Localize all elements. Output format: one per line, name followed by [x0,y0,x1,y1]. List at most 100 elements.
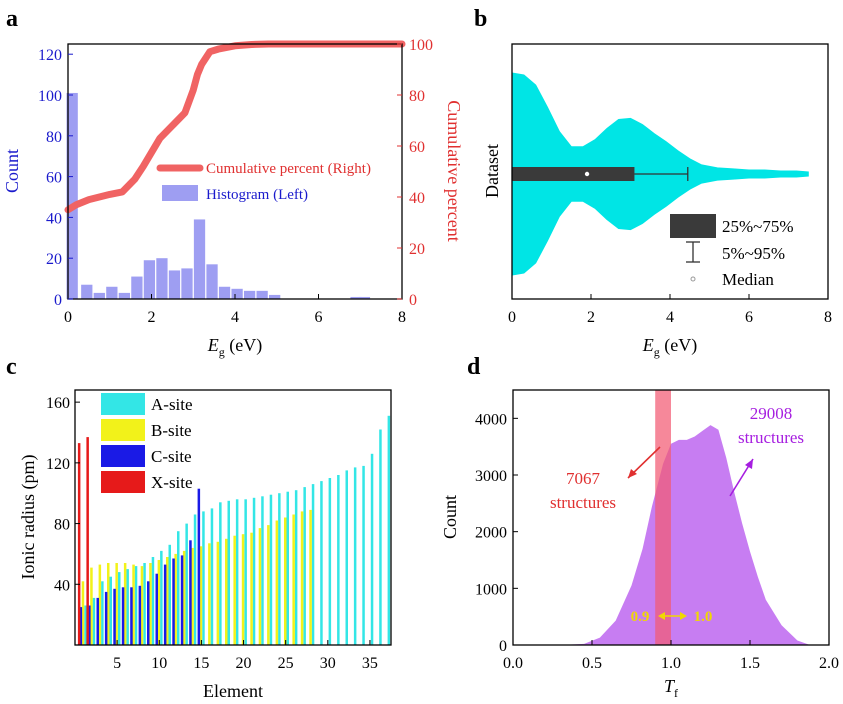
x-tick-label: 0.0 [503,655,523,672]
b-site-bar [174,553,177,645]
c-site-bar [79,607,83,645]
a-site-bar [320,481,323,645]
b-site-bar [208,543,211,645]
band-arrow-left-head-icon [658,612,665,620]
b-site-bar [182,550,186,645]
a-site-bar [235,499,239,645]
a-site-bar [193,514,197,645]
right-y-axis-ticks: 0 20 40 60 80 100 [397,37,433,309]
a-site-bar [118,572,121,645]
left-y-tick-label: 120 [38,47,62,64]
x-axis-label: Tf [664,676,678,700]
a-site-bar [101,581,104,646]
histogram-bars [66,92,371,300]
right-y-tick-label: 40 [409,190,425,207]
histogram-bar [143,260,156,299]
b-site-bar [149,563,152,645]
x-axis-ticks: 5 10 15 20 25 30 35 [113,640,378,672]
histogram-bar [193,219,206,299]
y-axis-ticks: 0 1000 2000 3000 4000 [475,411,518,655]
y-tick-label: 80 [54,517,70,534]
legend-swatch-x-site [101,471,145,493]
c-site-bar [155,573,158,645]
c-site-bar [138,585,142,645]
b-site-bar [300,511,304,645]
b-site-bar [107,563,110,645]
a-site-bar [278,493,281,645]
b-site-bar [90,567,93,645]
band-arrow-right-head-icon [680,612,687,620]
histogram-bar [181,268,193,299]
b-site-bar [267,525,270,645]
x-tick-label: 4 [666,309,674,326]
histogram-bar [81,284,93,299]
b-site-bar [284,517,287,645]
band-upper-bound-label: 1.0 [694,609,713,625]
b-site-bar [98,564,102,645]
legend-cumulative-label: Cumulative percent (Right) [206,161,371,177]
a-site-bar [261,496,264,646]
c-site-bar [104,591,108,645]
x-axis-ticks: 0 2 4 6 8 [64,294,406,326]
c-site-bar [130,587,133,645]
a-site-bar [227,500,230,645]
right-y-tick-label: 0 [409,292,417,309]
annotation-right-label: structures [738,428,804,447]
legend-label-b-site: B-site [151,421,192,440]
y-tick-label: 1000 [475,581,507,598]
a-site-bar [84,605,87,645]
histogram-bar [269,294,281,299]
x-tick-label: 2.0 [819,655,839,672]
b-site-bar [81,581,85,646]
panel-label-a: a [6,6,18,32]
box-plot [512,167,689,181]
legend-label-a-site: A-site [151,395,193,414]
left-y-tick-label: 100 [38,88,62,105]
b-site-bar [275,520,279,645]
median-marker [584,171,590,177]
x-tick-label: 6 [315,309,323,326]
x-tick-label: 0 [64,309,72,326]
y-tick-label: 2000 [475,525,507,542]
b-site-bar [115,563,118,645]
b-site-bar [233,535,236,645]
legend-label-x-site: X-site [151,473,193,492]
a-site-bar [252,497,256,645]
histogram-bar [231,288,243,299]
panel-label-d: d [467,354,481,380]
c-site-bar [163,564,167,645]
x-axis-label: Eg (eV) [207,335,262,359]
b-site-bar [309,509,312,645]
b-site-bar [292,514,295,645]
right-arrow-head-icon [745,459,753,469]
legend-iqr-swatch [670,214,716,238]
x-tick-label: 5 [113,655,121,672]
right-y-tick-label: 80 [409,88,425,105]
legend-whisker-label: 5%~95% [722,244,785,263]
x-axis-ticks: 0 2 4 6 8 [508,294,832,326]
x-site-bar [77,443,81,645]
left-y-tick-label: 40 [46,210,62,227]
histogram-bar [131,276,143,299]
ionic-radius-bars [77,415,391,646]
x-tick-label: 1.0 [661,655,681,672]
histogram-bar [93,292,105,299]
panel-d-chart: 0.0 0.5 1.0 1.5 2.0 0 1000 2000 3000 4000 Tf Cou… [440,389,839,700]
histogram-bar [206,264,218,299]
histogram-bar [350,296,362,299]
a-site-bar [92,597,96,645]
y-tick-label: 0 [499,638,507,655]
b-site-bar [250,532,253,645]
a-site-bar [370,453,374,646]
left-arrow-head-icon [628,469,637,478]
c-site-bar [180,555,184,645]
legend-histogram-label: Histogram (Left) [206,187,308,203]
histogram-bar [218,286,231,299]
c-site-bar [189,540,192,645]
b-site-bar [216,541,220,645]
right-y-tick-label: 100 [409,37,433,54]
b-site-bar [123,563,127,645]
a-site-bar [379,429,382,645]
x-tick-label: 20 [236,655,252,672]
